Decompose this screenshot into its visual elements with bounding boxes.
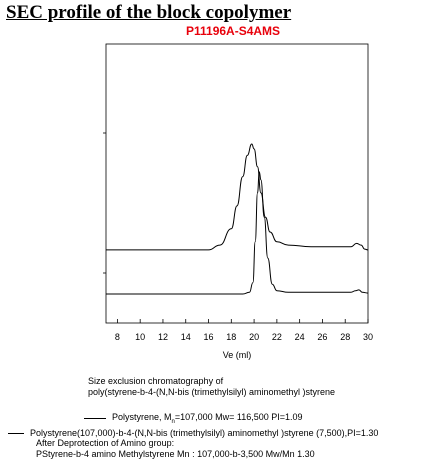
sec-chart: 8 10 12 14 16 18 20 22 24 26 28 30 Ve (ml) <box>103 43 373 360</box>
series-line-2 <box>105 171 369 295</box>
page-title: SEC profile of the block copolymer <box>6 2 292 23</box>
x-tick-label: 22 <box>272 332 282 342</box>
x-tick-label: 12 <box>158 332 168 342</box>
caption-line-1: Size exclusion chromatography of <box>88 376 224 386</box>
legend-label-1: Polystyrene, Mn=107,000 Mw= 116,500 PI=1… <box>112 412 303 425</box>
legend-entry-2: Polystyrene(107,000)-b-4-(N,N-bis (trime… <box>8 428 378 438</box>
plot-frame <box>105 43 369 324</box>
deprotected-polymer-note: PStyrene-b-4 amino Methylstyrene Mn : 10… <box>36 449 315 459</box>
x-axis-ticks: 8 10 12 14 16 18 20 22 24 26 28 30 <box>115 319 373 342</box>
legend-swatch-1 <box>84 417 106 419</box>
legend-label-2: Polystyrene(107,000)-b-4-(N,N-bis (trime… <box>30 428 379 438</box>
x-tick-label: 16 <box>204 332 214 342</box>
x-axis-label: Ve (ml) <box>223 350 252 360</box>
sample-id: P11196A-S4AMS <box>186 24 281 38</box>
legend-swatch-2 <box>8 432 24 434</box>
x-tick-label: 18 <box>226 332 236 342</box>
series-line-1 <box>106 143 369 251</box>
x-tick-label: 30 <box>363 332 373 342</box>
x-tick-label: 28 <box>340 332 350 342</box>
x-tick-label: 14 <box>181 332 191 342</box>
x-tick-label: 24 <box>295 332 305 342</box>
series-group <box>105 143 369 295</box>
x-tick-label: 20 <box>249 332 259 342</box>
deprotection-note: After Deprotection of Amino group: <box>36 438 175 448</box>
caption-line-2: poly(styrene-b-4-(N,N-bis (trimethylsily… <box>88 387 336 397</box>
x-tick-label: 26 <box>317 332 327 342</box>
legend-entry-1: Polystyrene, Mn=107,000 Mw= 116,500 PI=1… <box>84 412 303 425</box>
chart-caption: Size exclusion chromatography of poly(st… <box>88 376 335 398</box>
x-tick-label: 8 <box>115 332 120 342</box>
x-tick-label: 10 <box>135 332 145 342</box>
